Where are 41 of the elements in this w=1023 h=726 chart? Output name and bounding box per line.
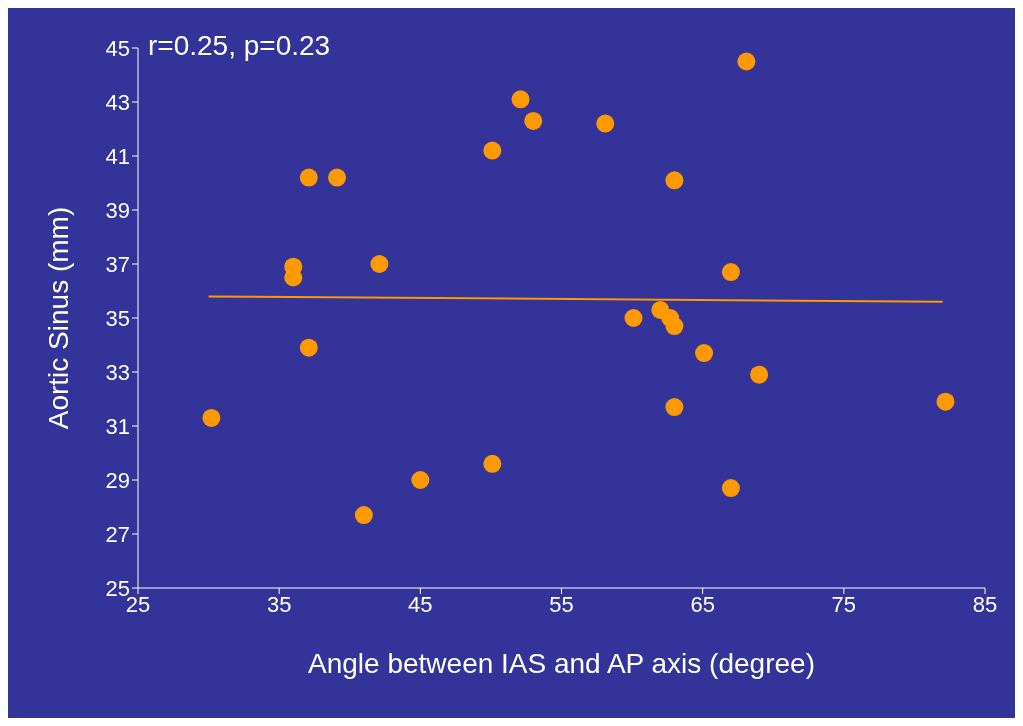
point bbox=[411, 471, 430, 489]
point bbox=[328, 168, 347, 187]
x-tick-label: 35 bbox=[266, 591, 292, 617]
point bbox=[695, 344, 714, 363]
point bbox=[511, 90, 530, 109]
point bbox=[721, 479, 740, 498]
point bbox=[721, 263, 740, 282]
y-tick-label: 27 bbox=[105, 521, 130, 547]
x-axis-title: Angle between IAS and AP axis (degree) bbox=[308, 648, 815, 679]
x-tick-label: 55 bbox=[549, 591, 574, 617]
x-tick-label: 85 bbox=[972, 591, 998, 617]
point bbox=[665, 171, 684, 190]
x-tick-label: 45 bbox=[408, 591, 433, 617]
y-tick-label: 39 bbox=[105, 197, 130, 223]
annotation: r=0.25, p=0.23 bbox=[148, 30, 331, 62]
x-tick-label: 75 bbox=[831, 591, 857, 617]
point bbox=[354, 506, 373, 525]
point bbox=[936, 392, 955, 411]
point bbox=[483, 141, 502, 160]
y-tick-label: 35 bbox=[105, 305, 130, 331]
y-axis-title: Aortic Sinus (mm) bbox=[42, 206, 74, 430]
y-tick-label: 43 bbox=[105, 89, 130, 115]
point bbox=[483, 454, 502, 473]
point bbox=[524, 111, 543, 130]
point bbox=[665, 317, 684, 336]
point bbox=[737, 52, 756, 71]
y-tick-label: 31 bbox=[105, 413, 130, 439]
point bbox=[665, 398, 684, 417]
point bbox=[750, 365, 769, 384]
y-tick-label: 29 bbox=[105, 467, 130, 493]
point bbox=[624, 309, 643, 327]
point bbox=[202, 408, 221, 427]
point bbox=[370, 255, 389, 273]
y-tick-label: 33 bbox=[105, 359, 130, 385]
point bbox=[596, 114, 615, 133]
point bbox=[299, 338, 318, 357]
y-tick-label: 45 bbox=[105, 35, 130, 61]
y-tick-label: 37 bbox=[105, 251, 130, 277]
point bbox=[299, 168, 318, 187]
x-tick-label: 65 bbox=[690, 591, 715, 617]
y-tick-label: 41 bbox=[105, 143, 130, 169]
